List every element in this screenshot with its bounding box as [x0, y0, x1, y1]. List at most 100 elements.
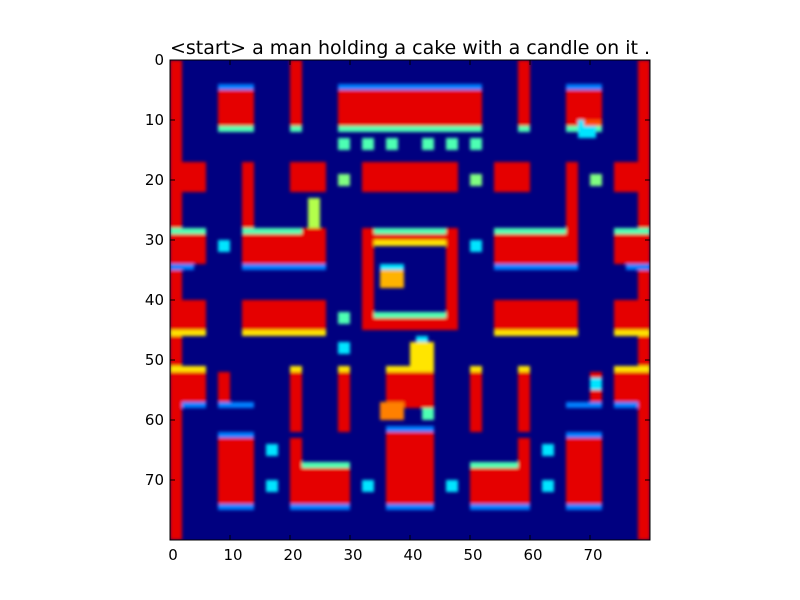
heatmap-cell-43	[566, 438, 602, 504]
x-tick-label: 30	[343, 546, 362, 564]
x-axis: 0 10 20 30 40 50 60 70	[168, 60, 603, 564]
heatmap-cell-86	[338, 138, 350, 150]
heatmap-cell-45	[614, 228, 650, 234]
heatmap-cell-56	[290, 126, 302, 132]
heatmap-cell-64	[518, 366, 530, 372]
heatmap-cell-50	[614, 330, 650, 336]
heatmap-cell-23	[374, 312, 446, 318]
heatmap-cell-70	[494, 264, 578, 270]
heatmap-cell-40	[386, 432, 434, 504]
heatmap-cell-33	[518, 366, 530, 432]
heatmap-cell-19	[362, 228, 374, 330]
heatmap-cell-60	[386, 366, 434, 372]
chart-title: <start> a man holding a cake with a cand…	[170, 37, 650, 59]
y-tick-label: 70	[145, 471, 164, 489]
heatmap-cell-9	[290, 162, 326, 192]
heatmap-cell-22	[374, 240, 446, 246]
heatmap-cell-88	[386, 138, 398, 150]
heatmap-cell-105	[446, 480, 458, 492]
heatmap-cell-13	[614, 162, 650, 192]
y-tick-label: 60	[145, 411, 164, 429]
heatmap-cell-106	[542, 480, 554, 492]
heatmap-cell-72	[338, 84, 482, 90]
heatmap-cell-49	[170, 330, 206, 336]
heatmap-cell-3	[290, 60, 302, 126]
x-tick-label: 20	[283, 546, 302, 564]
heatmap-cell-51	[242, 330, 326, 336]
x-tick-label: 70	[583, 546, 602, 564]
x-tick-label: 10	[223, 546, 242, 564]
heatmap-cell-96	[470, 240, 482, 252]
heatmap-cell-81	[386, 504, 434, 510]
heatmap-cell-102	[542, 444, 554, 456]
heatmap-cell-75	[614, 402, 638, 408]
heatmap-cell-67	[170, 264, 194, 270]
heatmap-cell-84	[218, 402, 254, 408]
heatmap-cell-91	[470, 138, 482, 150]
y-tick-label: 10	[145, 111, 164, 129]
heatmap-cell-4	[338, 90, 482, 126]
heatmap-cell-92	[338, 174, 350, 186]
heatmap-cell-7	[170, 162, 206, 192]
x-tick-label: 0	[168, 546, 178, 564]
heatmap-cell-93	[470, 174, 482, 186]
heatmap-cell-32	[470, 366, 482, 432]
heatmap-cell-80	[290, 504, 350, 510]
heatmap-cell-42	[518, 438, 530, 504]
y-tick-label: 30	[145, 231, 164, 249]
y-axis: 0 10 20 30 40 50 60 70	[145, 51, 650, 489]
heatmap-cell-57	[518, 126, 530, 132]
heatmap-cell-104	[362, 480, 374, 492]
heatmap-cell-2	[218, 90, 254, 126]
x-tick-label: 40	[403, 546, 422, 564]
heatmap-cell-35	[218, 372, 230, 408]
heatmap-cell-71	[218, 84, 254, 90]
heatmap-cell-59	[614, 366, 650, 372]
heatmap-cell-111	[416, 336, 428, 342]
heatmap-cell-48	[374, 228, 446, 234]
x-tick-label: 60	[523, 546, 542, 564]
x-tick-label: 50	[463, 546, 482, 564]
heatmap-cell-114	[584, 120, 602, 126]
heatmap-cell-20	[446, 228, 458, 330]
heatmap-cell-89	[422, 138, 434, 150]
heatmap-cell-5	[518, 60, 530, 126]
heatmap-cell-66	[470, 462, 518, 468]
heatmap-cell-52	[494, 330, 578, 336]
heatmap-cell-77	[566, 432, 602, 438]
heatmap-cell-73	[566, 84, 602, 90]
heatmap-cells	[170, 60, 650, 540]
heatmap-cell-29	[290, 366, 302, 432]
heatmap-cell-109	[380, 264, 404, 270]
heatmap-cell-58	[170, 366, 206, 372]
heatmap-cell-44	[170, 228, 206, 234]
heatmap-cell-97	[338, 312, 350, 324]
heatmap-cell-79	[218, 504, 254, 510]
heatmap-cell-21	[362, 318, 458, 330]
heatmap-cell-10	[362, 162, 458, 192]
heatmap-cell-107	[308, 198, 320, 228]
heatmap-cell-101	[266, 444, 278, 456]
heatmap-cell-30	[338, 366, 350, 432]
y-tick-label: 0	[154, 51, 164, 69]
y-tick-label: 50	[145, 351, 164, 369]
heatmap-cell-100	[422, 408, 434, 420]
heatmap-cell-46	[242, 228, 302, 234]
heatmap-cell-98	[338, 342, 350, 354]
heatmap-cell-95	[218, 240, 230, 252]
heatmap-cell-99	[590, 378, 602, 390]
heatmap-cell-110	[410, 342, 434, 366]
heatmap-cell-83	[566, 504, 602, 510]
heatmap-cell-76	[218, 432, 254, 438]
heatmap-cell-39	[290, 438, 302, 504]
heatmap-cell-103	[266, 480, 278, 492]
heatmap-cell-11	[494, 162, 530, 192]
heatmap-cell-78	[386, 426, 434, 432]
heatmap-cell-47	[494, 228, 566, 234]
heatmap-image	[170, 60, 650, 540]
heatmap-cell-69	[242, 264, 326, 270]
heatmap-cell-82	[470, 504, 530, 510]
y-tick-label: 20	[145, 171, 164, 189]
heatmap-cell-112	[380, 402, 404, 420]
